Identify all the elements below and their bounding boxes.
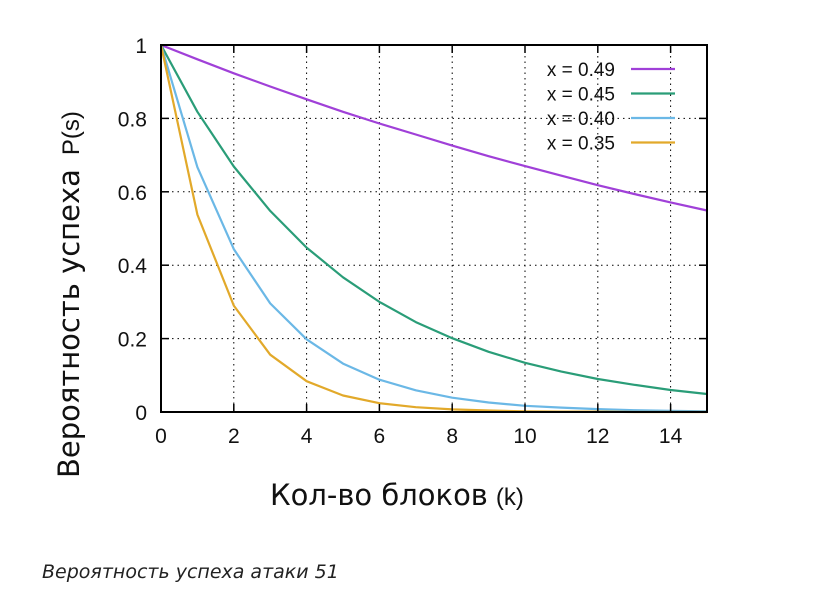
- y-tick-label: 0.4: [118, 255, 148, 278]
- x-tick-label: 10: [513, 425, 536, 448]
- series-lines: [159, 43, 708, 414]
- y-axis-label: Вероятность успехаP(s): [52, 111, 86, 478]
- legend-label: x = 0.35: [547, 134, 615, 155]
- x-tick-label: 0: [155, 425, 167, 448]
- x-axis-label: Кол-во блоков (k): [270, 478, 524, 512]
- legend: x = 0.49 x = 0.45 x = 0.40 x = 0.35: [547, 60, 675, 155]
- series-line-049: [160, 43, 708, 212]
- series-line-035: [159, 44, 707, 414]
- grid: [161, 45, 707, 412]
- x-tick-label: 8: [446, 425, 458, 448]
- legend-label: x = 0.45: [547, 85, 615, 106]
- x-tick-label: 4: [301, 425, 313, 448]
- x-tick-label: 6: [374, 425, 386, 448]
- legend-label: x = 0.49: [547, 60, 615, 81]
- y-tick-label: 0.2: [118, 329, 147, 352]
- x-tick-label: 14: [659, 425, 683, 448]
- plot-frame: [160, 44, 708, 413]
- y-tick-label: 0.6: [118, 182, 147, 205]
- legend-label: x = 0.40: [547, 109, 615, 130]
- x-tick-label: 2: [228, 425, 240, 448]
- y-tick-label: 0.8: [118, 108, 147, 131]
- y-tick-label: 0: [135, 402, 147, 425]
- x-tick-label: 12: [586, 425, 609, 448]
- y-tick-label: 1: [135, 35, 147, 58]
- series-line-045: [160, 44, 708, 396]
- figure-caption: Вероятность успеха атаки 51: [42, 561, 339, 583]
- ticks: 0 2 4 6 8 10 12 14 0 0.2 0.4 0.6 0.8 1: [118, 35, 707, 448]
- series-line-040: [159, 44, 708, 413]
